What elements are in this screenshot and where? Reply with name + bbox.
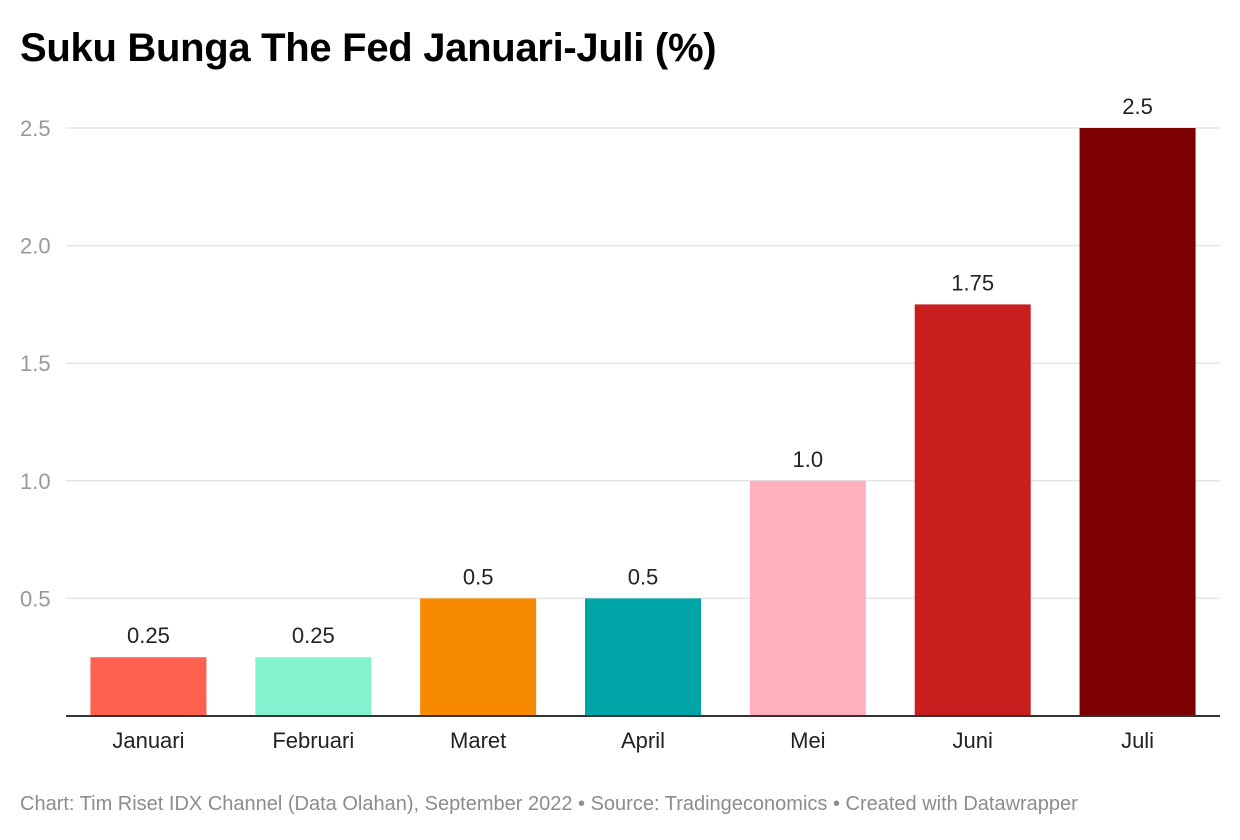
data-label: 0.5 — [628, 564, 659, 589]
bar-maret — [420, 598, 537, 716]
data-label: 0.25 — [292, 623, 335, 648]
chart-title: Suku Bunga The Fed Januari-Juli (%) — [20, 26, 717, 70]
bar-juli — [1079, 128, 1196, 716]
bar-juni — [914, 304, 1031, 716]
chart-footer-credits: Chart: Tim Riset IDX Channel (Data Olaha… — [20, 793, 1078, 815]
x-tick-label: Mei — [790, 728, 825, 753]
x-tick-label: Januari — [112, 728, 184, 753]
data-label: 2.5 — [1122, 94, 1153, 119]
data-label: 0.5 — [463, 564, 494, 589]
y-tick-label: 1.5 — [20, 351, 51, 376]
y-tick-label: 2.0 — [20, 234, 51, 259]
y-tick-label: 2.5 — [20, 116, 51, 141]
x-tick-label: Maret — [450, 728, 506, 753]
data-label: 0.25 — [127, 623, 170, 648]
x-tick-label: April — [621, 728, 665, 753]
y-tick-label: 0.5 — [20, 586, 51, 611]
x-tick-label: Juni — [953, 728, 993, 753]
data-label: 1.0 — [793, 447, 824, 472]
x-tick-label: Juli — [1121, 728, 1154, 753]
bar-februari — [255, 657, 372, 716]
bar-mei — [749, 480, 866, 716]
data-label: 1.75 — [951, 270, 994, 295]
y-tick-label: 1.0 — [20, 469, 51, 494]
bar-januari — [90, 657, 207, 716]
bar-april — [585, 598, 701, 716]
x-tick-label: Februari — [272, 728, 354, 753]
